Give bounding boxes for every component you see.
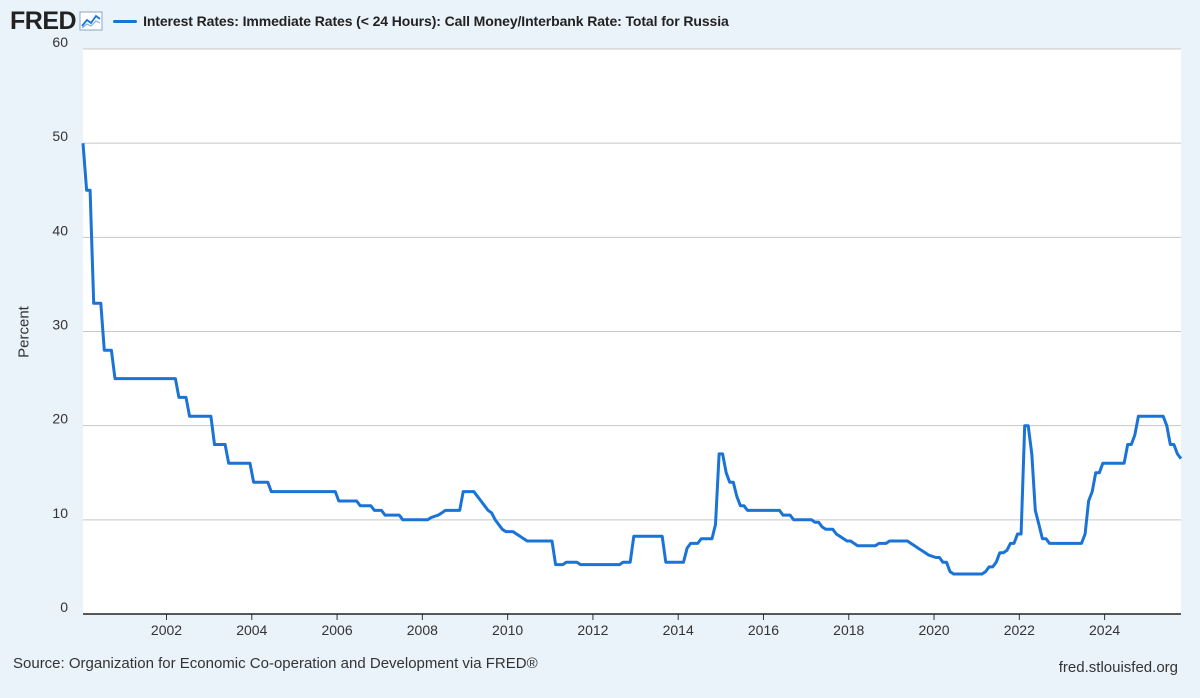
header: FRED Interest Rates: Immediate Rates (< …	[10, 7, 729, 35]
legend-series-label[interactable]: Interest Rates: Immediate Rates (< 24 Ho…	[143, 13, 729, 29]
x-tick-label: 2024	[1089, 622, 1120, 638]
line-chart-icon	[79, 11, 103, 31]
y-tick-label: 0	[60, 599, 68, 615]
y-tick-label: 40	[52, 222, 68, 238]
x-tick-label: 2018	[833, 622, 864, 638]
y-tick-label: 30	[52, 317, 68, 333]
x-tick-label: 2022	[1004, 622, 1035, 638]
x-tick-label: 2010	[492, 622, 523, 638]
y-tick-label: 60	[52, 34, 68, 50]
y-axis-ticks: 0 10 20 30 40 50 60	[52, 34, 68, 615]
x-tick-label: 2016	[748, 622, 779, 638]
source-note: Source: Organization for Economic Co-ope…	[13, 655, 538, 672]
y-tick-label: 10	[52, 505, 68, 521]
y-axis-label: Percent	[15, 306, 33, 358]
x-tick-label: 2020	[918, 622, 949, 638]
x-tick-label: 2014	[663, 622, 694, 638]
y-tick-label: 20	[52, 411, 68, 427]
x-tick-label: 2006	[321, 622, 352, 638]
x-tick-label: 2002	[151, 622, 182, 638]
legend-swatch	[113, 19, 138, 23]
fred-logo[interactable]: FRED	[10, 6, 77, 35]
series-line[interactable]	[81, 143, 1183, 576]
grid-lines	[83, 48, 1181, 521]
x-tick-label: 2004	[236, 622, 267, 638]
x-tick-label: 2008	[407, 622, 438, 638]
chart-legend: Interest Rates: Immediate Rates (< 24 Ho…	[113, 13, 729, 29]
y-tick-label: 50	[52, 128, 68, 144]
x-axis-ticks: 2002 2004 2006 2008 2010 2012 2014 2016 2018 2020…	[151, 614, 1120, 638]
site-link[interactable]: fred.stlouisfed.org	[1058, 659, 1178, 676]
x-tick-label: 2012	[577, 622, 608, 638]
